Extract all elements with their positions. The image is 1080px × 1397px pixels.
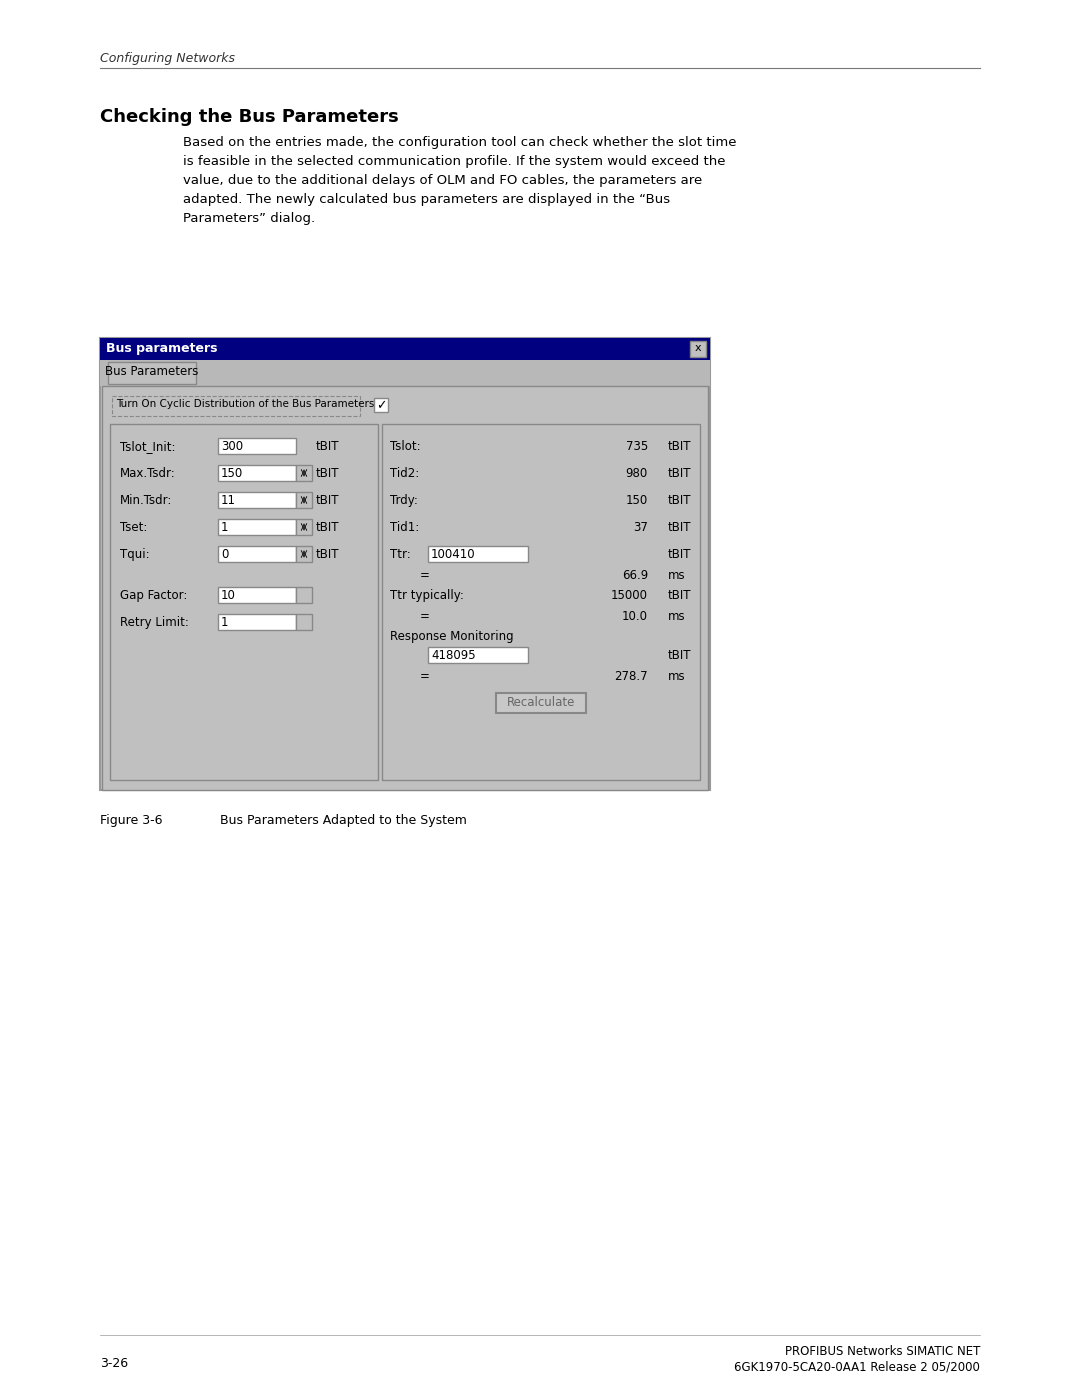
Text: tBIT: tBIT [316, 521, 339, 534]
Text: Max.Tsdr:: Max.Tsdr: [120, 467, 176, 481]
Text: 418095: 418095 [431, 650, 475, 662]
Text: 278.7: 278.7 [615, 671, 648, 683]
Text: Tslot_Init:: Tslot_Init: [120, 440, 175, 453]
Text: ms: ms [669, 671, 686, 683]
Text: Bus Parameters: Bus Parameters [106, 365, 199, 379]
Text: tBIT: tBIT [316, 495, 339, 507]
Text: 300: 300 [221, 440, 243, 453]
Text: tBIT: tBIT [669, 440, 691, 453]
Text: Turn On Cyclic Distribution of the Bus Parameters: Turn On Cyclic Distribution of the Bus P… [116, 400, 375, 409]
Bar [218, 439, 296, 454]
Text: tBIT: tBIT [669, 521, 691, 534]
Text: value, due to the additional delays of OLM and FO cables, the parameters are: value, due to the additional delays of O… [183, 175, 702, 187]
Text: ✓: ✓ [376, 400, 387, 412]
Text: tBIT: tBIT [669, 467, 691, 481]
Text: Tset:: Tset: [120, 521, 147, 534]
Bar [496, 693, 586, 712]
Text: Response Monitoring: Response Monitoring [390, 630, 514, 643]
Bar [218, 492, 296, 509]
Bar [296, 546, 312, 562]
Bar [296, 465, 312, 481]
Text: 980: 980 [625, 467, 648, 481]
Text: 11: 11 [221, 495, 237, 507]
Text: ms: ms [669, 610, 686, 623]
Text: tBIT: tBIT [669, 548, 691, 562]
Bar [100, 338, 710, 789]
Bar [102, 386, 708, 789]
Text: Based on the entries made, the configuration tool can check whether the slot tim: Based on the entries made, the configura… [183, 136, 737, 149]
Bar [112, 395, 360, 416]
Text: 1: 1 [221, 616, 229, 629]
Text: Tid2:: Tid2: [390, 467, 419, 481]
Bar [428, 647, 528, 664]
Text: Checking the Bus Parameters: Checking the Bus Parameters [100, 108, 399, 126]
Text: Gap Factor:: Gap Factor: [120, 590, 187, 602]
Text: 15000: 15000 [611, 590, 648, 602]
Bar [218, 465, 296, 481]
Text: tBIT: tBIT [316, 548, 339, 562]
Text: 10.0: 10.0 [622, 610, 648, 623]
Text: 735: 735 [625, 440, 648, 453]
Text: 6GK1970-5CA20-0AA1 Release 2 05/2000: 6GK1970-5CA20-0AA1 Release 2 05/2000 [734, 1361, 980, 1375]
Text: 150: 150 [625, 495, 648, 507]
Text: =: = [420, 671, 430, 683]
Text: ms: ms [669, 569, 686, 583]
Bar [218, 615, 296, 630]
Bar [218, 520, 296, 535]
Text: tBIT: tBIT [316, 467, 339, 481]
Bar [690, 341, 706, 358]
Text: 150: 150 [221, 467, 243, 481]
Bar [374, 398, 388, 412]
Text: Tid1:: Tid1: [390, 521, 419, 534]
Text: Recalculate: Recalculate [507, 696, 576, 710]
Text: Trdy:: Trdy: [390, 495, 418, 507]
Bar [100, 360, 710, 386]
Text: Parameters” dialog.: Parameters” dialog. [183, 212, 315, 225]
Bar [218, 546, 296, 562]
Text: tBIT: tBIT [316, 440, 339, 453]
Bar [100, 338, 710, 360]
Bar [108, 362, 195, 384]
Text: Ttr:: Ttr: [390, 548, 410, 562]
Text: tBIT: tBIT [669, 650, 691, 662]
Text: Bus Parameters Adapted to the System: Bus Parameters Adapted to the System [220, 814, 467, 827]
Text: Bus parameters: Bus parameters [106, 342, 217, 355]
Text: 37: 37 [633, 521, 648, 534]
Text: PROFIBUS Networks SIMATIC NET: PROFIBUS Networks SIMATIC NET [785, 1345, 980, 1358]
Text: 1: 1 [221, 521, 229, 534]
Text: is feasible in the selected communication profile. If the system would exceed th: is feasible in the selected communicatio… [183, 155, 726, 168]
Text: 66.9: 66.9 [622, 569, 648, 583]
Bar [296, 587, 312, 604]
Bar [382, 425, 700, 780]
Text: adapted. The newly calculated bus parameters are displayed in the “Bus: adapted. The newly calculated bus parame… [183, 193, 670, 205]
Text: 0: 0 [221, 548, 228, 562]
Text: Tslot:: Tslot: [390, 440, 420, 453]
Text: Ttr typically:: Ttr typically: [390, 590, 464, 602]
Text: 100410: 100410 [431, 548, 475, 562]
Bar [296, 520, 312, 535]
Text: x: x [694, 344, 701, 353]
Text: Tqui:: Tqui: [120, 548, 150, 562]
Bar [110, 425, 378, 780]
Bar [296, 492, 312, 509]
Text: 3-26: 3-26 [100, 1356, 129, 1370]
Text: 10: 10 [221, 590, 235, 602]
Bar [296, 615, 312, 630]
Bar [428, 546, 528, 562]
Text: Figure 3-6: Figure 3-6 [100, 814, 162, 827]
Text: tBIT: tBIT [669, 495, 691, 507]
Text: =: = [420, 569, 430, 583]
Text: Min.Tsdr:: Min.Tsdr: [120, 495, 173, 507]
Bar [218, 587, 296, 604]
Text: Retry Limit:: Retry Limit: [120, 616, 189, 629]
Text: tBIT: tBIT [669, 590, 691, 602]
Text: Configuring Networks: Configuring Networks [100, 52, 235, 66]
Text: =: = [420, 610, 430, 623]
